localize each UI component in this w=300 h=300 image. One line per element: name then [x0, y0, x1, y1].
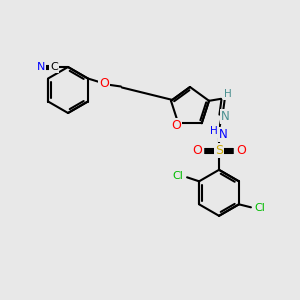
- Text: O: O: [236, 144, 246, 157]
- Text: O: O: [99, 77, 109, 90]
- Text: Cl: Cl: [173, 171, 184, 181]
- Text: H: H: [224, 89, 232, 99]
- Text: H: H: [210, 126, 218, 136]
- Text: O: O: [171, 119, 181, 132]
- Text: O: O: [192, 144, 202, 157]
- Text: N: N: [219, 128, 227, 141]
- Text: C: C: [50, 62, 58, 72]
- Text: Cl: Cl: [254, 203, 266, 213]
- Text: N: N: [220, 110, 230, 123]
- Text: N: N: [37, 62, 45, 72]
- Text: S: S: [215, 144, 223, 157]
